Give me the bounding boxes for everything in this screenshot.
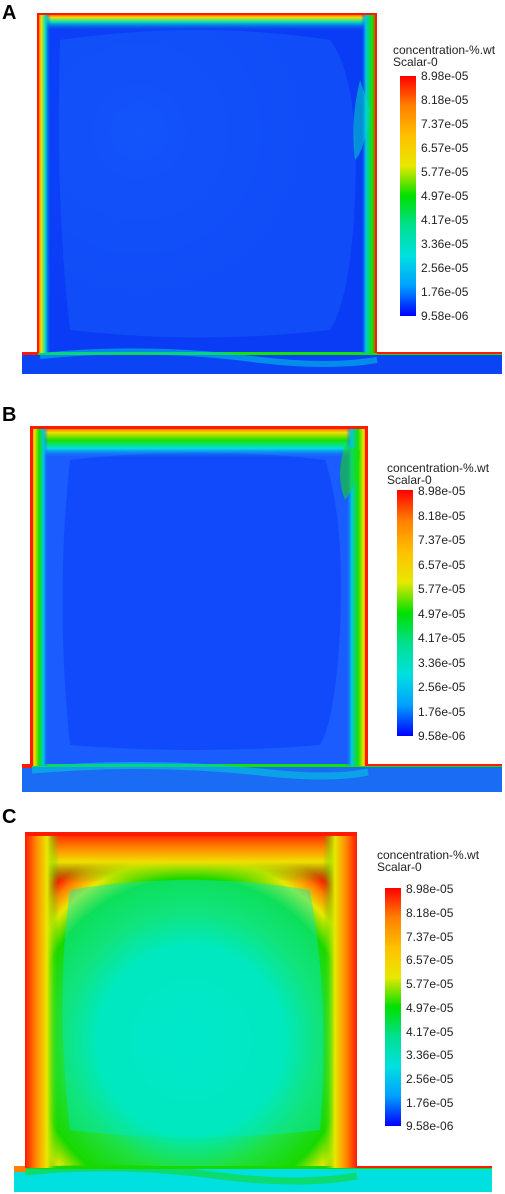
contour-plot [22,426,502,792]
tick-label: 9.58e-06 [421,309,469,323]
colorbar [400,76,416,316]
contour-plot [22,13,502,374]
tick-label: 8.18e-05 [421,93,469,107]
tick-label: 7.37e-05 [418,533,466,547]
tick-label: 7.37e-05 [406,930,454,944]
legend-subtitle: Scalar-0 [377,860,422,874]
panel-label: C [2,806,17,828]
tick-label: 4.97e-05 [406,1001,454,1015]
tick-label: 4.17e-05 [418,631,466,645]
tick-label: 8.18e-05 [418,509,466,523]
legend-subtitle: Scalar-0 [387,473,432,487]
tick-label: 6.57e-05 [421,141,469,155]
tick-label: 5.77e-05 [418,582,466,596]
tick-label: 2.56e-05 [418,680,466,694]
tick-label: 4.97e-05 [418,607,466,621]
panel-c: C [0,800,505,1194]
tick-label: 5.77e-05 [421,165,469,179]
tick-label: 2.56e-05 [421,261,469,275]
legend-subtitle: Scalar-0 [393,55,438,69]
tick-label: 4.17e-05 [406,1025,454,1039]
tick-label: 4.17e-05 [421,213,469,227]
colorbar [397,490,413,736]
tick-label: 6.57e-05 [406,953,454,967]
cavity-region [25,832,357,1168]
tick-label: 8.98e-05 [418,484,466,498]
panel-label: B [2,404,17,426]
tick-label: 9.58e-06 [418,729,466,743]
tick-label: 5.77e-05 [406,977,454,991]
tick-label: 8.98e-05 [421,69,469,83]
colorbar [385,888,401,1126]
tick-label: 1.76e-05 [421,285,469,299]
tick-label: 6.57e-05 [418,558,466,572]
tick-label: 3.36e-05 [406,1048,454,1062]
tick-label: 1.76e-05 [406,1096,454,1110]
contour-plot [14,832,492,1192]
tick-label: 4.97e-05 [421,189,469,203]
panel-label: A [2,2,17,24]
tick-label: 3.36e-05 [418,656,466,670]
legend-title: concentration-%.wt [377,848,480,862]
tick-label: 8.18e-05 [406,906,454,920]
tick-label: 7.37e-05 [421,117,469,131]
tick-label: 8.98e-05 [406,882,454,896]
tick-label: 1.76e-05 [418,705,466,719]
tick-label: 3.36e-05 [421,237,469,251]
panel-b: B [0,400,505,800]
legend-title: concentration-%.wt [387,461,490,475]
panel-a: A [0,0,505,380]
legend-title: concentration-%.wt [393,43,496,57]
tick-label: 9.58e-06 [406,1119,454,1133]
tick-label: 2.56e-05 [406,1072,454,1086]
